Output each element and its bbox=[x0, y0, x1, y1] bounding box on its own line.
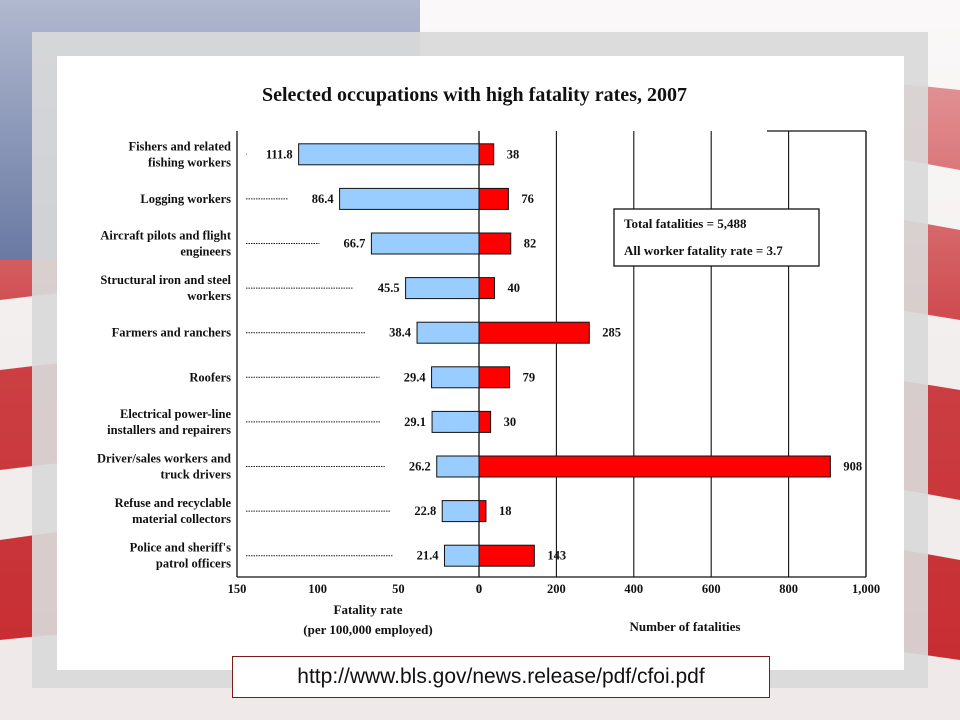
data-label-fatality-rate: 66.7 bbox=[344, 237, 366, 251]
category-label: Driver/sales workers and bbox=[97, 452, 231, 466]
data-label-fatality-rate: 22.8 bbox=[414, 504, 436, 518]
category-label: fishing workers bbox=[148, 155, 231, 169]
category-label: Fishers and related bbox=[128, 139, 231, 153]
bar-fatalities bbox=[478, 455, 831, 478]
tick-label-fatalities: 200 bbox=[547, 582, 566, 596]
data-label-fatality-rate: 29.1 bbox=[404, 415, 426, 429]
data-label-fatality-rate: 111.8 bbox=[266, 147, 293, 161]
bar-fatalities bbox=[478, 321, 590, 344]
data-label-fatalities: 18 bbox=[499, 504, 512, 518]
bar-fatality-rate bbox=[339, 187, 480, 210]
data-label-fatalities: 908 bbox=[843, 460, 862, 474]
category-label: Refuse and recyclable bbox=[115, 496, 232, 510]
x-axis-title-fatality-rate: Fatality rate bbox=[334, 602, 403, 617]
tick-label-fatality-rate: 0 bbox=[476, 582, 482, 596]
category-label: engineers bbox=[180, 245, 231, 259]
bar-fatalities bbox=[478, 500, 487, 523]
category-label: installers and repairers bbox=[107, 423, 231, 437]
data-label-fatalities: 82 bbox=[524, 237, 537, 251]
data-label-fatality-rate: 21.4 bbox=[417, 549, 440, 563]
x-axis-title-fatality-rate: (per 100,000 employed) bbox=[303, 622, 432, 637]
source-url-text[interactable]: http://www.bls.gov/news.release/pdf/cfoi… bbox=[297, 665, 705, 688]
bar-fatality-rate bbox=[431, 410, 480, 433]
bar-fatality-rate bbox=[370, 232, 480, 255]
annotation-box bbox=[613, 208, 820, 267]
category-label: patrol officers bbox=[156, 557, 231, 571]
bar-fatality-rate bbox=[431, 366, 480, 389]
source-url-box[interactable]: http://www.bls.gov/news.release/pdf/cfoi… bbox=[232, 656, 770, 698]
chart-title: Selected occupations with high fatality … bbox=[262, 84, 687, 106]
bar-fatality-rate bbox=[416, 321, 480, 344]
data-label-fatality-rate: 45.5 bbox=[378, 281, 400, 295]
bar-fatalities bbox=[478, 410, 492, 433]
tick-label-fatality-rate: 100 bbox=[308, 582, 327, 596]
category-label: Farmers and ranchers bbox=[112, 326, 232, 340]
bar-fatality-rate bbox=[443, 544, 480, 567]
data-label-fatality-rate: 29.4 bbox=[404, 370, 427, 384]
bar-fatality-rate bbox=[441, 500, 480, 523]
bar-fatalities bbox=[478, 187, 509, 210]
category-label: Electrical power-line bbox=[120, 407, 231, 421]
tick-label-fatalities: 1,000 bbox=[852, 582, 880, 596]
bar-fatalities bbox=[478, 366, 511, 389]
annotation-text: Total fatalities = 5,488 bbox=[624, 216, 747, 231]
category-label: Roofers bbox=[189, 370, 231, 384]
bar-fatalities bbox=[478, 277, 495, 300]
tick-label-fatalities: 800 bbox=[779, 582, 798, 596]
data-label-fatalities: 38 bbox=[507, 147, 520, 161]
category-label: Aircraft pilots and flight bbox=[100, 229, 232, 243]
data-label-fatality-rate: 86.4 bbox=[312, 192, 335, 206]
category-label: Police and sheriff's bbox=[130, 541, 232, 555]
data-label-fatalities: 40 bbox=[507, 281, 519, 295]
bar-fatalities bbox=[478, 544, 535, 567]
category-label: truck drivers bbox=[161, 468, 232, 482]
bar-fatality-rate bbox=[405, 277, 480, 300]
data-label-fatalities: 143 bbox=[547, 549, 566, 563]
x-axis-title-fatalities: Number of fatalities bbox=[630, 619, 741, 634]
tick-label-fatality-rate: 50 bbox=[392, 582, 405, 596]
annotation-text: All worker fatality rate = 3.7 bbox=[624, 243, 783, 258]
category-label: workers bbox=[187, 289, 231, 303]
data-label-fatality-rate: 38.4 bbox=[389, 326, 412, 340]
tick-label-fatalities: 400 bbox=[624, 582, 643, 596]
bar-fatality-rate bbox=[298, 143, 480, 166]
category-label: Structural iron and steel bbox=[100, 273, 231, 287]
tick-label-fatality-rate: 150 bbox=[228, 582, 247, 596]
bar-fatalities bbox=[478, 143, 495, 166]
bar-fatalities bbox=[478, 232, 512, 255]
category-label: material collectors bbox=[132, 512, 231, 526]
category-label: Logging workers bbox=[140, 192, 231, 206]
tick-label-fatalities: 600 bbox=[702, 582, 721, 596]
data-label-fatalities: 79 bbox=[523, 370, 536, 384]
bar-fatality-rate bbox=[436, 455, 480, 478]
data-label-fatalities: 30 bbox=[504, 415, 517, 429]
data-label-fatality-rate: 26.2 bbox=[409, 460, 431, 474]
tick-label-fatalities: 0 bbox=[476, 582, 482, 596]
data-label-fatalities: 76 bbox=[521, 192, 534, 206]
data-label-fatalities: 285 bbox=[602, 326, 621, 340]
